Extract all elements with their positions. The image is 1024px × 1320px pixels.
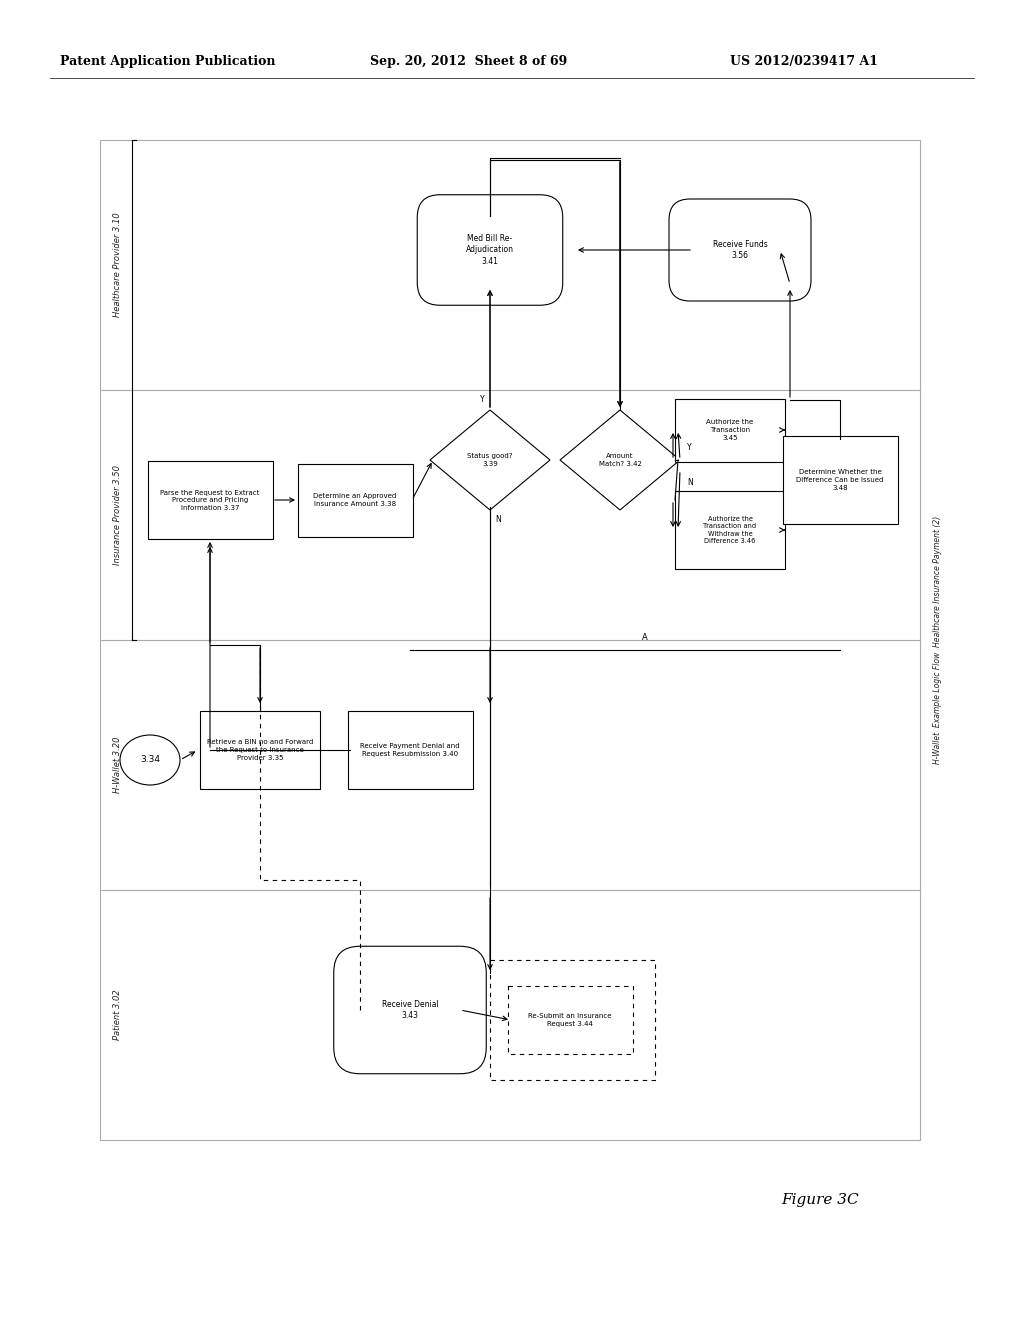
- Text: Parse the Request to Extract
Procedure and Pricing
Information 3.37: Parse the Request to Extract Procedure a…: [161, 490, 260, 511]
- Text: Insurance Provider 3.50: Insurance Provider 3.50: [114, 465, 123, 565]
- Text: Y: Y: [687, 444, 691, 451]
- Text: Receive Payment Denial and
Request Resubmission 3.40: Receive Payment Denial and Request Resub…: [360, 743, 460, 756]
- Bar: [200, 711, 319, 789]
- Text: Y: Y: [479, 396, 484, 404]
- Text: A: A: [642, 634, 648, 642]
- Text: Receive Denial
3.43: Receive Denial 3.43: [382, 1001, 438, 1020]
- FancyBboxPatch shape: [669, 199, 811, 301]
- Text: Authorize the
Transaction and
Withdraw the
Difference 3.46: Authorize the Transaction and Withdraw t…: [703, 516, 757, 544]
- Bar: [100, 140, 920, 1140]
- Text: N: N: [687, 478, 693, 487]
- FancyBboxPatch shape: [334, 946, 486, 1073]
- Bar: [347, 711, 472, 789]
- Bar: [675, 491, 785, 569]
- Text: H-Wallet 3.20: H-Wallet 3.20: [114, 737, 123, 793]
- Text: US 2012/0239417 A1: US 2012/0239417 A1: [730, 55, 878, 69]
- Text: N: N: [496, 516, 501, 524]
- Text: 3.34: 3.34: [140, 755, 160, 764]
- Text: Determine an Approved
Insurance Amount 3.38: Determine an Approved Insurance Amount 3…: [313, 494, 396, 507]
- Polygon shape: [560, 411, 680, 510]
- Bar: [490, 960, 655, 1080]
- Bar: [782, 436, 897, 524]
- Bar: [298, 463, 413, 536]
- Text: Status good?
3.39: Status good? 3.39: [467, 453, 513, 467]
- Bar: [508, 986, 633, 1053]
- Bar: [147, 461, 272, 539]
- Text: Sep. 20, 2012  Sheet 8 of 69: Sep. 20, 2012 Sheet 8 of 69: [370, 55, 567, 69]
- Text: Med Bill Re-
Adjudication
3.41: Med Bill Re- Adjudication 3.41: [466, 235, 514, 265]
- Ellipse shape: [120, 735, 180, 785]
- Text: Healthcare Provider 3.10: Healthcare Provider 3.10: [114, 213, 123, 317]
- FancyBboxPatch shape: [417, 195, 563, 305]
- Polygon shape: [430, 411, 550, 510]
- Text: Amount
Match? 3.42: Amount Match? 3.42: [599, 453, 641, 467]
- Text: Receive Funds
3.56: Receive Funds 3.56: [713, 240, 767, 260]
- Text: Retrieve a BIN no and Forward
the Request to Insurance
Provider 3.35: Retrieve a BIN no and Forward the Reques…: [207, 739, 313, 760]
- Text: H-Wallet  Example Logic Flow  Healthcare Insurance Payment (2): H-Wallet Example Logic Flow Healthcare I…: [934, 516, 942, 764]
- Text: Figure 3C: Figure 3C: [781, 1193, 859, 1206]
- Text: Patent Application Publication: Patent Application Publication: [60, 55, 275, 69]
- Text: Re-Submit an Insurance
Request 3.44: Re-Submit an Insurance Request 3.44: [528, 1014, 611, 1027]
- Text: Patient 3.02: Patient 3.02: [114, 990, 123, 1040]
- Text: Determine Whether the
Difference Can be Issued
3.48: Determine Whether the Difference Can be …: [797, 470, 884, 491]
- Text: Authorize the
Transaction
3.45: Authorize the Transaction 3.45: [707, 420, 754, 441]
- Bar: [675, 399, 785, 462]
